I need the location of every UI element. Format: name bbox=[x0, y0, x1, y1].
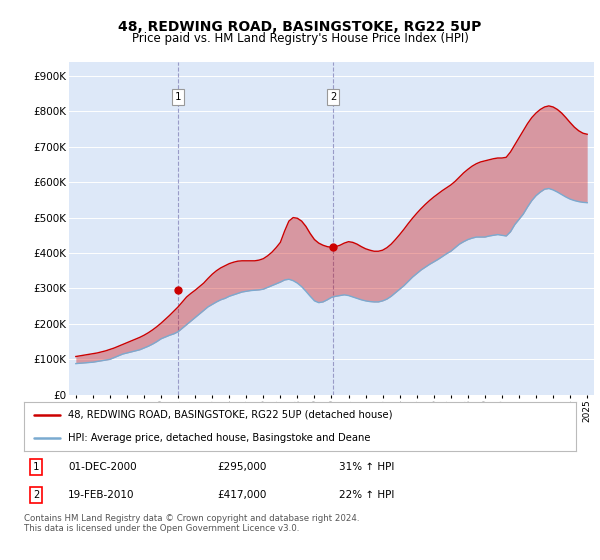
Text: 01-DEC-2000: 01-DEC-2000 bbox=[68, 462, 137, 472]
Text: £295,000: £295,000 bbox=[217, 462, 266, 472]
Text: 48, REDWING ROAD, BASINGSTOKE, RG22 5UP (detached house): 48, REDWING ROAD, BASINGSTOKE, RG22 5UP … bbox=[68, 410, 392, 420]
Text: 22% ↑ HPI: 22% ↑ HPI bbox=[338, 490, 394, 500]
Text: 31% ↑ HPI: 31% ↑ HPI bbox=[338, 462, 394, 472]
Text: 1: 1 bbox=[175, 92, 181, 102]
Text: HPI: Average price, detached house, Basingstoke and Deane: HPI: Average price, detached house, Basi… bbox=[68, 433, 371, 444]
Text: £417,000: £417,000 bbox=[217, 490, 266, 500]
Text: 1: 1 bbox=[33, 462, 39, 472]
Text: 2: 2 bbox=[33, 490, 39, 500]
Text: Price paid vs. HM Land Registry's House Price Index (HPI): Price paid vs. HM Land Registry's House … bbox=[131, 32, 469, 45]
Text: Contains HM Land Registry data © Crown copyright and database right 2024.
This d: Contains HM Land Registry data © Crown c… bbox=[24, 514, 359, 534]
Text: 48, REDWING ROAD, BASINGSTOKE, RG22 5UP: 48, REDWING ROAD, BASINGSTOKE, RG22 5UP bbox=[118, 20, 482, 34]
Text: 19-FEB-2010: 19-FEB-2010 bbox=[68, 490, 134, 500]
Text: 2: 2 bbox=[330, 92, 337, 102]
